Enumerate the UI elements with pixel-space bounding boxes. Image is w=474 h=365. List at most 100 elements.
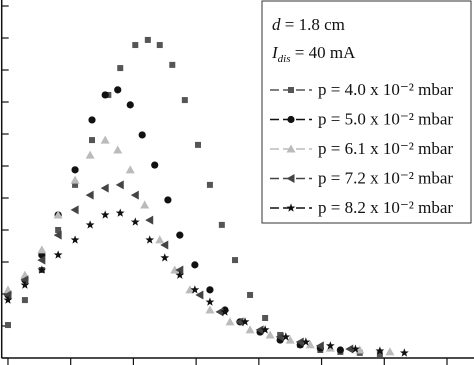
legend-label: p = 8.2 x 10⁻² mbar	[318, 198, 453, 217]
marker-circle	[114, 86, 122, 94]
marker-circle	[287, 115, 295, 124]
marker-triangle	[140, 200, 150, 209]
marker-triangle	[305, 340, 315, 349]
marker-triangle	[85, 190, 94, 200]
annotation: Idis = 40 mA	[271, 43, 356, 66]
marker-square	[376, 351, 383, 358]
marker-square	[169, 61, 176, 68]
marker-triangle	[215, 307, 224, 317]
marker-circle	[138, 131, 146, 139]
marker-square	[89, 137, 96, 144]
marker-triangle	[85, 150, 95, 159]
marker-star	[351, 344, 360, 353]
marker-triangle	[285, 335, 295, 344]
marker-star	[240, 317, 250, 326]
marker-triangle	[125, 165, 135, 174]
marker-triangle	[3, 290, 12, 300]
annotation-text: = 40 mA	[295, 43, 356, 62]
marker-triangle	[145, 215, 154, 225]
marker-star	[160, 253, 170, 262]
marker-circle	[71, 166, 79, 174]
marker-circle	[336, 346, 344, 354]
marker-star	[325, 341, 335, 350]
marker-star	[100, 210, 110, 219]
marker-circle	[151, 161, 159, 169]
marker-triangle	[160, 240, 169, 250]
annotation-subscript: dis	[278, 53, 291, 65]
marker-square	[21, 297, 28, 304]
marker-triangle	[205, 305, 215, 314]
marker-circle	[101, 91, 109, 99]
marker-square	[218, 221, 225, 228]
marker-triangle	[345, 344, 354, 354]
marker-triangle	[155, 235, 165, 244]
marker-star	[70, 235, 80, 244]
marker-star	[281, 332, 291, 341]
annotation-variable: d	[272, 15, 281, 34]
marker-triangle	[130, 190, 139, 200]
marker-triangle	[195, 290, 204, 300]
marker-star	[130, 217, 140, 226]
marker-triangle	[265, 330, 275, 339]
legend-label: p = 6.1 x 10⁻² mbar	[318, 139, 453, 158]
marker-triangle	[185, 285, 195, 294]
marker-circle	[164, 196, 172, 204]
legend-box	[261, 0, 472, 224]
legend-label: p = 4.0 x 10⁻² mbar	[318, 80, 453, 99]
marker-triangle	[70, 175, 80, 184]
marker-triangle	[37, 255, 46, 265]
marker-triangle	[295, 337, 304, 347]
marker-star	[220, 307, 230, 316]
marker-square	[181, 97, 188, 104]
marker-star	[3, 295, 13, 304]
marker-star	[399, 348, 409, 357]
marker-square	[288, 87, 294, 93]
marker-square	[117, 65, 124, 72]
marker-square	[132, 42, 139, 49]
marker-star	[286, 203, 296, 212]
marker-star	[190, 285, 200, 294]
marker-triangle	[286, 144, 296, 153]
marker-square	[232, 257, 239, 264]
marker-square	[156, 42, 163, 49]
marker-triangle	[275, 332, 284, 342]
marker-triangle	[70, 205, 79, 215]
marker-square	[206, 181, 213, 188]
marker-circle	[176, 231, 184, 239]
annotation-variable: I	[271, 43, 279, 62]
marker-triangle	[385, 347, 395, 356]
marker-star	[145, 235, 155, 244]
marker-star	[301, 337, 311, 346]
marker-square	[195, 141, 202, 148]
marker-circle	[206, 286, 214, 294]
marker-triangle	[100, 135, 110, 144]
marker-square	[72, 181, 79, 188]
marker-triangle	[37, 245, 47, 254]
marker-star	[115, 208, 125, 217]
marker-triangle	[286, 174, 295, 183]
marker-star	[175, 270, 185, 279]
marker-triangle	[255, 325, 264, 335]
marker-triangle	[100, 183, 109, 193]
marker-triangle	[235, 317, 244, 327]
marker-triangle	[115, 180, 124, 190]
annotation-text: = 1.8 cm	[285, 15, 345, 34]
marker-triangle	[315, 341, 324, 351]
marker-triangle	[170, 265, 180, 274]
marker-circle	[126, 101, 134, 109]
marker-triangle	[245, 325, 255, 334]
marker-triangle	[53, 230, 62, 240]
marker-star	[375, 346, 385, 355]
marker-triangle	[225, 317, 235, 326]
marker-triangle	[20, 275, 29, 285]
marker-triangle	[53, 210, 63, 219]
marker-square	[144, 36, 151, 43]
marker-circle	[88, 116, 96, 124]
marker-star	[20, 280, 30, 289]
marker-square	[4, 322, 11, 329]
legend-label: p = 7.2 x 10⁻² mbar	[318, 169, 453, 188]
marker-star	[53, 250, 63, 259]
marker-star	[85, 220, 95, 229]
marker-star	[205, 297, 215, 306]
